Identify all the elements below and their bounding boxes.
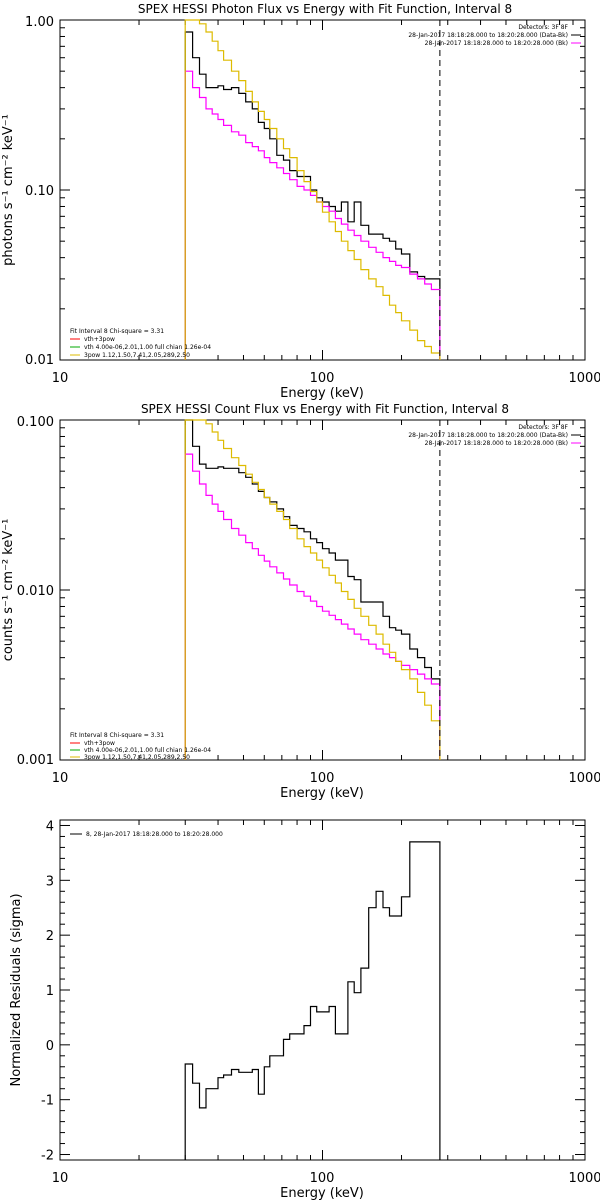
count-flux-title: SPEX HESSI Count Flux vs Energy with Fit… bbox=[141, 402, 509, 416]
count-flux-plot-frame bbox=[59, 419, 586, 761]
count-flux-ticks bbox=[59, 420, 585, 761]
count-flux-legend-vth: vth 4.00e-06,2.01,1.00 full chian 1.26e-… bbox=[84, 747, 211, 754]
photon-flux-legend-data-bk: 28-Jan-2017 18:18:28.000 to 18:20:28.000… bbox=[408, 32, 568, 39]
count-flux-series-fit-vth-3pow- bbox=[184, 419, 441, 760]
residuals-xlabel: Energy (keV) bbox=[280, 1186, 364, 1200]
residuals-ytick-label: 3 bbox=[46, 874, 54, 889]
residuals-ytick-label: 4 bbox=[46, 819, 54, 834]
count-flux-panel: SPEX HESSI Count Flux vs Energy with Fit… bbox=[1, 402, 600, 801]
photon-flux-xtick-10: 10 bbox=[52, 371, 69, 386]
photon-flux-legend-vth3pow: vth+3pow bbox=[84, 336, 115, 343]
photon-flux-xlabel: Energy (keV) bbox=[280, 386, 364, 401]
photon-flux-panel: SPEX HESSI Photon Flux vs Energy with Fi… bbox=[1, 2, 600, 401]
photon-flux-ylabel: photons s⁻¹ cm⁻² keV⁻¹ bbox=[1, 114, 16, 266]
residuals-series bbox=[184, 841, 441, 1160]
residuals-ylabel: Normalized Residuals (sigma) bbox=[9, 893, 24, 1086]
residuals-ticks bbox=[59, 820, 585, 1160]
count-flux-legend-data-bk: 28-Jan-2017 18:18:28.000 to 18:20:28.000… bbox=[408, 432, 568, 439]
count-flux-legend-fit-interval: Fit Interval 8 Chi-square = 3.31 bbox=[70, 732, 164, 739]
residuals-xtick-100: 100 bbox=[310, 1171, 335, 1186]
photon-flux-series-fit-vth-3pow- bbox=[184, 19, 441, 360]
count-flux-series bbox=[184, 419, 441, 760]
count-flux-series-data-bk bbox=[184, 419, 441, 760]
residuals-ytick-label: 0 bbox=[46, 1039, 54, 1054]
count-flux-legend-top-right: Detectors: 3F 8F 28-Jan-2017 18:18:28.00… bbox=[408, 424, 581, 447]
photon-flux-ytick-1.00: 1.00 bbox=[25, 15, 54, 30]
photon-flux-ytick-0.10: 0.10 bbox=[25, 184, 54, 199]
photon-flux-legend-detectors: Detectors: 3F 8F bbox=[518, 24, 568, 31]
count-flux-legend-bk: 28-Jan-2017 18:18:28.000 to 18:20:28.000… bbox=[425, 440, 568, 447]
residuals-ytick-label: 2 bbox=[46, 929, 54, 944]
count-flux-ytick-0.001: 0.001 bbox=[17, 753, 54, 768]
photon-flux-xtick-1000: 1000 bbox=[568, 371, 600, 386]
residuals-series-residual bbox=[184, 841, 441, 1160]
residuals-plot-frame bbox=[59, 819, 586, 1161]
count-flux-legend-detectors: Detectors: 3F 8F bbox=[518, 424, 568, 431]
count-flux-xlabel: Energy (keV) bbox=[280, 786, 364, 801]
residuals-ytick-label: -2 bbox=[41, 1149, 54, 1164]
residuals-panel: -2 -1 0 1 2 3 4 10 100 1000 Energy (keV) Norma… bbox=[9, 819, 600, 1200]
count-flux-series-bk bbox=[184, 453, 441, 760]
photon-flux-legend-3pow: 3pow 1.12,1.50,7.41,2.05,289,2.50 bbox=[84, 352, 190, 359]
residuals-legend-text: 8, 28-Jan-2017 18:18:28.000 to 18:20:28.… bbox=[86, 831, 223, 838]
count-flux-xtick-10: 10 bbox=[52, 771, 69, 786]
photon-flux-legend-bk: 28-Jan-2017 18:18:28.000 to 18:20:28.000… bbox=[425, 40, 568, 47]
count-flux-legend-bottom-left: Fit Interval 8 Chi-square = 3.31 vth+3po… bbox=[70, 732, 211, 761]
residuals-xtick-10: 10 bbox=[52, 1171, 69, 1186]
count-flux-legend-vth3pow: vth+3pow bbox=[84, 740, 115, 747]
photon-flux-legend-fit-interval: Fit Interval 8 Chi-square = 3.31 bbox=[70, 328, 164, 335]
count-flux-xtick-100: 100 bbox=[310, 771, 335, 786]
photon-flux-title: SPEX HESSI Photon Flux vs Energy with Fi… bbox=[138, 2, 512, 16]
residuals-ytick-label: 1 bbox=[46, 984, 54, 999]
photon-flux-legend-vth: vth 4.00e-06,2.01,1.00 full chian 1.26e-… bbox=[84, 344, 211, 351]
count-flux-ytick-0.010: 0.010 bbox=[17, 584, 54, 599]
residuals-xtick-1000: 1000 bbox=[568, 1171, 600, 1186]
residuals-legend: 8, 28-Jan-2017 18:18:28.000 to 18:20:28.… bbox=[70, 831, 223, 838]
photon-flux-plot-frame bbox=[59, 19, 586, 361]
photon-flux-series bbox=[184, 19, 441, 360]
count-flux-xtick-1000: 1000 bbox=[568, 771, 600, 786]
photon-flux-ytick-0.01: 0.01 bbox=[25, 353, 54, 368]
residuals-ytick-label: -1 bbox=[41, 1094, 54, 1109]
photon-flux-legend-top-right: Detectors: 3F 8F 28-Jan-2017 18:18:28.00… bbox=[408, 24, 581, 47]
photon-flux-series-bk bbox=[184, 70, 441, 360]
photon-flux-xtick-100: 100 bbox=[310, 371, 335, 386]
photon-flux-ticks bbox=[59, 20, 585, 361]
count-flux-legend-3pow: 3pow 1.12,1.50,7.41,2.05,289,2.50 bbox=[84, 754, 190, 761]
count-flux-ytick-0.100: 0.100 bbox=[17, 415, 54, 430]
count-flux-ylabel: counts s⁻¹ cm⁻² keV⁻¹ bbox=[1, 519, 16, 662]
photon-flux-legend-bottom-left: Fit Interval 8 Chi-square = 3.31 vth+3po… bbox=[70, 328, 211, 359]
residuals-ytick-labels: -2 -1 0 1 2 3 4 bbox=[41, 819, 54, 1163]
